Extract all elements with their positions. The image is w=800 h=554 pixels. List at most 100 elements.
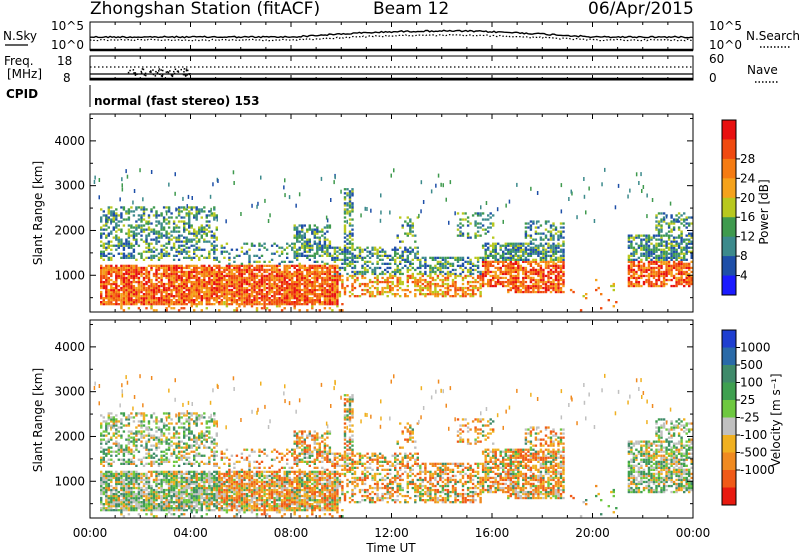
power-cell — [469, 288, 472, 292]
power-cell — [376, 254, 379, 257]
power-cell — [640, 272, 643, 276]
power-cell — [210, 212, 213, 215]
power-cell — [675, 268, 678, 272]
power-cell — [469, 284, 472, 288]
power-cell — [401, 252, 404, 255]
power-cell — [476, 270, 480, 274]
power-cell — [268, 264, 271, 267]
power-cell — [225, 288, 229, 292]
power-cell — [562, 222, 565, 225]
power-cell — [180, 250, 183, 253]
power-cell — [539, 238, 543, 241]
power-cell — [331, 282, 334, 286]
power-cell — [497, 282, 500, 286]
power-cell — [647, 278, 651, 282]
velocity-cell — [100, 456, 103, 459]
power-cell — [471, 280, 475, 284]
power-cell — [286, 272, 289, 276]
power-cell — [208, 280, 211, 284]
power-cell — [424, 256, 427, 259]
power-cell — [125, 264, 128, 267]
power-cell — [494, 252, 497, 255]
power-cell — [439, 288, 442, 292]
power-cell — [267, 219, 270, 223]
power-cell — [283, 307, 286, 310]
power-cell — [655, 266, 658, 270]
power-cell — [419, 288, 422, 292]
power-cell — [270, 244, 274, 247]
power-cell — [137, 301, 141, 304]
power-cell — [160, 222, 163, 225]
power-cell — [280, 250, 284, 253]
freq-scatter-point — [150, 70, 152, 72]
power-cell — [651, 198, 654, 202]
power-cell — [152, 228, 156, 231]
power-cell — [195, 270, 198, 274]
power-cell — [323, 293, 327, 296]
power-cell — [288, 244, 291, 247]
power-cell — [107, 246, 110, 249]
power-cell — [130, 270, 133, 274]
power-cell — [150, 288, 153, 292]
power-cell — [652, 250, 656, 253]
power-cell — [667, 256, 671, 259]
power-cell — [208, 274, 211, 278]
power-cell — [690, 278, 693, 282]
power-cell — [132, 254, 136, 257]
power-cell — [147, 270, 151, 274]
power-cell — [320, 176, 323, 181]
power-cell — [492, 264, 495, 267]
power-cell — [115, 224, 118, 227]
power-cell — [371, 252, 374, 255]
power-cell — [142, 272, 146, 276]
power-cell — [401, 288, 404, 292]
power-cell — [444, 264, 447, 267]
power-cell — [162, 248, 166, 251]
power-cell — [360, 213, 362, 218]
power-cell — [260, 303, 264, 306]
power-cell — [180, 278, 183, 282]
power-cell — [441, 293, 445, 296]
power-cell — [426, 288, 430, 292]
power-cell — [140, 256, 143, 259]
power-cell — [301, 244, 304, 247]
power-cell — [660, 260, 663, 263]
power-cell — [642, 264, 646, 267]
power-cell — [100, 282, 103, 286]
power-cell — [175, 280, 178, 284]
power-cell — [165, 266, 168, 270]
power-cell — [494, 282, 497, 286]
power-cell — [198, 248, 201, 251]
power-cell — [484, 254, 487, 257]
velocity-cell — [102, 492, 105, 496]
power-cell — [286, 252, 289, 255]
power-cell — [524, 230, 528, 233]
power-cell — [283, 264, 286, 267]
power-cell — [552, 224, 555, 227]
power-cell — [544, 266, 548, 270]
power-cell — [647, 266, 651, 270]
power-cell — [527, 276, 530, 280]
power-cell — [665, 252, 668, 255]
power-cell — [492, 256, 495, 259]
power-cell — [630, 264, 633, 267]
power-cell — [303, 234, 306, 237]
power-cell — [122, 246, 126, 249]
power-cell — [650, 262, 653, 265]
power-cell — [670, 272, 673, 276]
power-cell — [205, 274, 208, 278]
power-cell — [336, 246, 339, 249]
power-cell — [301, 297, 304, 300]
power-cell — [665, 268, 668, 272]
power-cell — [235, 309, 239, 312]
power-cell — [301, 282, 304, 286]
power-cell — [522, 270, 525, 274]
power-cell — [160, 301, 163, 304]
power-cell — [293, 286, 296, 290]
power-cell — [343, 288, 347, 292]
power-cell — [130, 290, 133, 294]
power-cell — [685, 278, 688, 282]
power-cell — [140, 303, 143, 306]
power-cell — [283, 288, 286, 292]
power-cell — [160, 252, 163, 255]
